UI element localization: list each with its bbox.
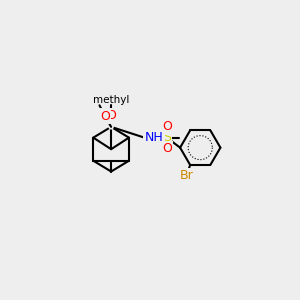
Text: methyl: methyl bbox=[93, 95, 129, 105]
Text: O: O bbox=[106, 109, 116, 122]
Text: O: O bbox=[100, 110, 110, 123]
Text: O: O bbox=[162, 142, 172, 155]
Text: Br: Br bbox=[179, 169, 193, 182]
Text: S: S bbox=[163, 131, 171, 144]
Text: NH: NH bbox=[144, 131, 163, 144]
Text: NH: NH bbox=[144, 131, 163, 144]
Text: O: O bbox=[162, 120, 172, 134]
